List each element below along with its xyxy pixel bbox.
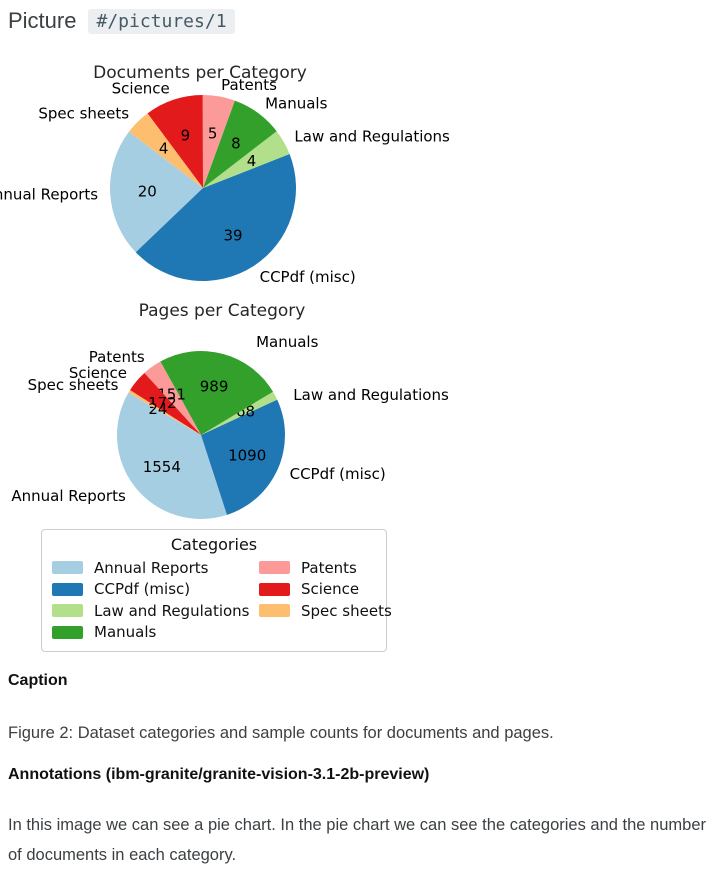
pie-label-patents: Patents [89,348,145,366]
pie-slice-ccpdf-misc [201,399,286,515]
annotations-heading: Annotations (ibm-granite/granite-vision-… [8,766,430,783]
pie-slice-annual-reports [117,392,227,520]
legend-swatch-science [259,582,290,596]
legend-label-manuals: Manuals [94,623,157,642]
chart-title-documents-per-category: Documents per Category [93,63,307,83]
legend-item-annual-reports: Annual Reports [52,557,259,579]
pie-label-manuals: Manuals [256,333,319,351]
pie-value-annual-reports: 1554 [143,458,181,476]
pie-value-science: 9 [181,126,191,144]
pie-label-law-and-regulations: Law and Regulations [293,386,449,404]
legend-columns: Annual Reports CCPdf (misc) Law and Regula… [52,557,392,643]
legend-item-manuals: Manuals [52,622,259,644]
pie-value-annual-reports: 20 [138,182,157,200]
legend-swatch-spec-sheets [259,604,290,618]
page-title: Picture [8,8,77,33]
pie-label-ccpdf-misc: CCPdf (misc) [290,465,386,483]
pie-label-ccpdf-misc: CCPdf (misc) [260,268,356,286]
legend-label-science: Science [301,580,360,599]
pie-label-spec-sheets: Spec sheets [38,105,129,123]
pie-label-annual-reports: Annual Reports [11,487,126,505]
legend-swatch-ccpdf-misc [52,582,83,596]
pie-value-manuals: 989 [200,378,229,396]
pie-value-manuals: 8 [231,134,241,152]
legend-label-ccpdf-misc: CCPdf (misc) [94,580,191,599]
legend-title: Categories [170,535,258,554]
documents-per-category-pie-chart: 20 Annual Reports 39 CCPdf (misc) 4 Law and R… [0,63,450,286]
pie-slice-science [147,95,203,188]
legend-swatch-law-and-regulations [52,604,83,618]
chart-legend: Categories Annual Reports CCPdf (misc) Law… [41,529,392,652]
pie-value-ccpdf-misc: 39 [223,226,242,244]
legend-column-2: Patents Science Spec sheets [259,557,392,643]
pie-slice-manuals [160,350,274,435]
pie-value-law-and-regulations: 4 [247,152,257,170]
legend-label-law-and-regulations: Law and Regulations [94,601,250,620]
pie-label-patents: Patents [221,76,277,94]
pie-slice-manuals [203,100,277,188]
page-header: Picture #/pictures/1 [8,8,235,34]
pie-slice-science [130,372,201,435]
legend-item-ccpdf-misc: CCPdf (misc) [52,579,259,601]
legend-label-patents: Patents [301,558,357,577]
caption-text: Figure 2: Dataset categories and sample … [8,724,554,742]
caption-heading: Caption [8,672,68,689]
legend-item-patents: Patents [259,557,392,579]
pie-label-spec-sheets: Spec sheets [28,376,119,394]
legend-item-law-and-regulations: Law and Regulations [52,600,259,622]
pie-value-spec-sheets: 24 [148,400,167,418]
pie-label-annual-reports: Annual Reports [0,185,98,203]
pie-slice-ccpdf-misc [135,153,297,282]
legend-swatch-patents [259,561,290,575]
pie-slice-spec-sheets [128,113,203,188]
pie-slice-patents [144,361,201,435]
pie-slice-law-and-regulations [201,391,278,435]
picture-reference-chip: #/pictures/1 [88,8,235,34]
legend-label-spec-sheets: Spec sheets [301,601,392,620]
pie-value-patents: 5 [208,124,218,142]
pie-slice-patents [202,94,235,188]
pie-slice-annual-reports [109,131,203,253]
pie-value-spec-sheets: 4 [159,140,169,158]
pie-label-law-and-regulations: Law and Regulations [294,127,450,145]
annotations-text: In this image we can see a pie chart. In… [8,816,706,864]
pie-label-science: Science [112,80,170,98]
pie-label-science: Science [69,364,127,382]
chart-title-pages-per-category: Pages per Category [139,301,306,321]
pie-slice-spec-sheets [128,390,201,435]
legend-item-science: Science [259,579,392,601]
legend-swatch-manuals [52,625,83,639]
legend-column-1: Annual Reports CCPdf (misc) Law and Regula… [52,557,259,643]
pie-value-ccpdf-misc: 1090 [228,446,266,464]
legend-label-annual-reports: Annual Reports [94,558,209,577]
legend-swatch-annual-reports [52,561,83,575]
pie-slice-law-and-regulations [203,131,290,188]
pie-label-manuals: Manuals [265,94,328,112]
legend-item-spec-sheets: Spec sheets [259,600,392,622]
